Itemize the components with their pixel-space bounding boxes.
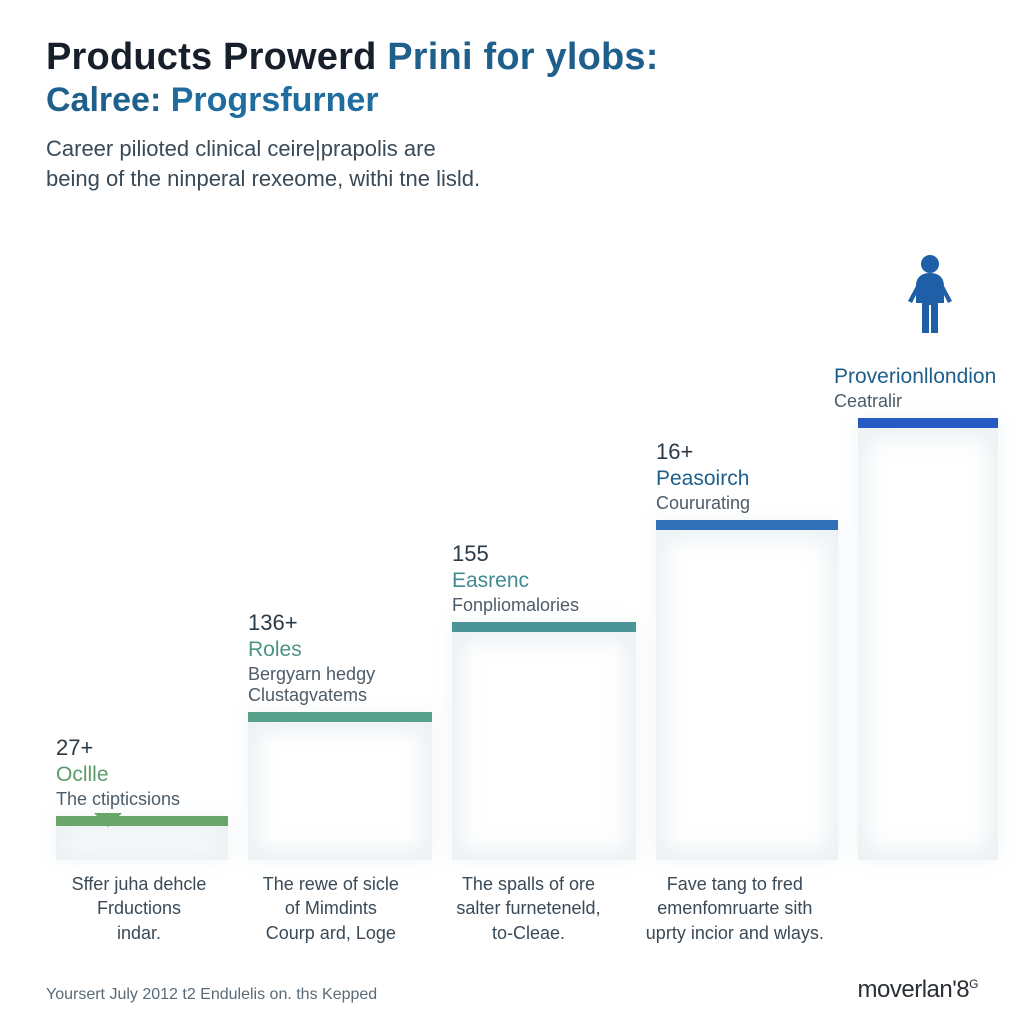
- captions-row: Sffer juha dehcleFrductionsindar.The rew…: [46, 872, 978, 945]
- caption-line: to-Cleae.: [430, 921, 628, 945]
- step-primary-label: Roles: [248, 638, 432, 662]
- step-secondary-label: Ceatralir: [834, 391, 1022, 412]
- step-primary-label: Ocllle: [56, 763, 228, 787]
- page-title-line1: Products Prowerd Prini for ylobs:: [46, 36, 978, 79]
- brand-text: moverlan'8: [858, 976, 970, 1003]
- title-dark-2: Calree:: [46, 81, 171, 119]
- chart-bar: [248, 712, 432, 860]
- caption-line: indar.: [46, 921, 232, 945]
- page-footer: Yoursert July 2012 t2 Endulelis on. ths …: [46, 976, 978, 1004]
- caption-line: The rewe of sicle: [232, 872, 430, 896]
- step-labels: 155EasrencFonpliomalories: [452, 541, 636, 616]
- title-blue-2: Progrsfurner: [171, 81, 379, 119]
- caption-line: Frductions: [46, 896, 232, 920]
- caption-line: Fave tang to fred: [627, 872, 842, 896]
- title-blue-1: Prini for ylobs:: [387, 36, 658, 78]
- step-labels: 16+PeasoirchCoururating: [656, 439, 838, 514]
- step-value: 27+: [56, 735, 228, 761]
- pointer-icon: [94, 813, 122, 827]
- step-secondary-label: Fonpliomalories: [452, 595, 636, 616]
- brand-sup: G: [969, 977, 978, 991]
- step-caption: Fave tang to fredemenfomruarte sithuprty…: [627, 872, 842, 945]
- chart-bar: [656, 520, 838, 860]
- caption-line: Sffer juha dehcle: [46, 872, 232, 896]
- title-dark-1: Products Prowerd: [46, 36, 387, 78]
- subtitle-line1: Career pilioted clinical ceire|prapolis …: [46, 136, 436, 161]
- brand-logo: moverlan'8G: [858, 976, 978, 1004]
- footnote-text: Yoursert July 2012 t2 Endulelis on. ths …: [46, 986, 377, 1004]
- step-labels: 136+RolesBergyarn hedgyClustagvatems: [248, 610, 432, 706]
- step-secondary-label: Coururating: [656, 493, 838, 514]
- step-caption: Sffer juha dehcleFrductionsindar.: [46, 872, 232, 945]
- step-primary-label: Peasoirch: [656, 467, 838, 491]
- step-caption: The rewe of sicleof MimdintsCourp ard, L…: [232, 872, 430, 945]
- caption-line: Courp ard, Loge: [232, 921, 430, 945]
- step-secondary-label: The ctipticsions: [56, 789, 228, 810]
- caption-line: emenfomruarte sith: [627, 896, 842, 920]
- step-labels: ProverionllondionCeatralir: [834, 365, 1022, 412]
- step-secondary-label-2: Clustagvatems: [248, 685, 432, 706]
- chart-bar: [452, 622, 636, 860]
- step-secondary-label: Bergyarn hedgy: [248, 664, 432, 685]
- page-subtitle: Career pilioted clinical ceire|prapolis …: [46, 134, 806, 193]
- step-value: 16+: [656, 439, 838, 465]
- step-primary-label: Proverionllondion: [834, 365, 1022, 389]
- step-caption: The spalls of oresalter furneteneld,to-C…: [430, 872, 628, 945]
- chart-bar: [56, 816, 228, 860]
- step-primary-label: Easrenc: [452, 569, 636, 593]
- step-value: 136+: [248, 610, 432, 636]
- chart-bar: [858, 418, 998, 860]
- caption-line: uprty incior and wlays.: [627, 921, 842, 945]
- page-title-line2: Calree: Progrsfurner: [46, 81, 978, 120]
- subtitle-line2: being of the ninperal rexeome, withi tne…: [46, 166, 480, 191]
- person-icon: [902, 253, 958, 342]
- step-caption: [842, 872, 978, 945]
- step-value: 155: [452, 541, 636, 567]
- caption-line: of Mimdints: [232, 896, 430, 920]
- caption-line: salter furneteneld,: [430, 896, 628, 920]
- caption-line: The spalls of ore: [430, 872, 628, 896]
- step-labels: 27+OcllleThe ctipticsions: [56, 735, 228, 810]
- step-chart: 27+OcllleThe ctipticsions 136+RolesBergya…: [46, 300, 978, 860]
